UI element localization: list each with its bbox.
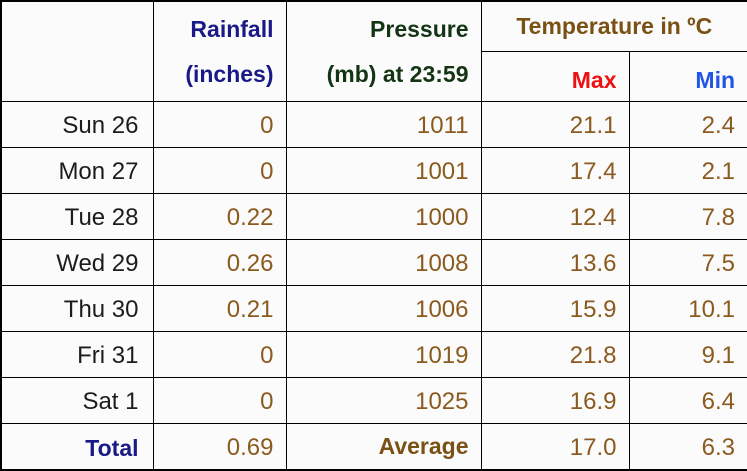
day-cell: Fri 31: [0, 331, 154, 379]
temp-max-cell: 17.4: [480, 146, 630, 194]
pressure-cell: 1006: [285, 284, 482, 333]
temp-max-average-cell: 17.0: [480, 423, 630, 471]
header-rainfall: Rainfall (inches): [152, 0, 287, 102]
pressure-cell: 1001: [285, 146, 482, 194]
temp-min-cell: 9.1: [628, 331, 747, 379]
rainfall-cell: 0.22: [152, 192, 287, 240]
table-row: Mon 27 0 1001 17.4 2.1: [0, 146, 747, 194]
temp-min-cell: 6.4: [628, 377, 747, 425]
temp-max-cell: 15.9: [480, 284, 630, 333]
temp-min-cell: 10.1: [628, 284, 747, 333]
summary-row: Total 0.69 Average 17.0 6.3: [0, 423, 747, 471]
temp-min-average-cell: 6.3: [628, 423, 747, 471]
day-cell: Tue 28: [0, 192, 154, 240]
pressure-cell: 1019: [285, 331, 482, 379]
table-row: Sun 26 0 1011 21.1 2.4: [0, 100, 747, 148]
pressure-cell: 1025: [285, 377, 482, 425]
header-rainfall-line2: (inches): [185, 61, 274, 88]
total-label: Total: [0, 423, 154, 471]
table-row: Sat 1 0 1025 16.9 6.4: [0, 377, 747, 425]
temp-min-cell: 7.5: [628, 238, 747, 287]
day-cell: Wed 29: [0, 238, 154, 287]
pressure-cell: 1011: [285, 100, 482, 148]
header-rainfall-line1: Rainfall: [190, 16, 274, 43]
rainfall-total-cell: 0.69: [152, 423, 287, 471]
rainfall-cell: 0: [152, 146, 287, 194]
corner-cell: [0, 0, 154, 102]
temp-max-cell: 21.1: [480, 100, 630, 148]
header-pressure-line1: Pressure: [370, 16, 469, 43]
header-temperature: Temperature in ºC: [480, 0, 747, 52]
temp-max-cell: 12.4: [480, 192, 630, 240]
table-row: Tue 28 0.22 1000 12.4 7.8: [0, 192, 747, 240]
pressure-cell: 1008: [285, 238, 482, 287]
temp-min-cell: 2.4: [628, 100, 747, 148]
rainfall-cell: 0: [152, 377, 287, 425]
table-row: Thu 30 0.21 1006 15.9 10.1: [0, 284, 747, 333]
temp-min-cell: 2.1: [628, 146, 747, 194]
header-pressure-line2: (mb) at 23:59: [326, 61, 469, 88]
temp-max-cell: 13.6: [480, 238, 630, 287]
temp-min-cell: 7.8: [628, 192, 747, 240]
table-row: Wed 29 0.26 1008 13.6 7.5: [0, 238, 747, 287]
rainfall-cell: 0: [152, 100, 287, 148]
day-cell: Thu 30: [0, 284, 154, 333]
day-cell: Sun 26: [0, 100, 154, 148]
rainfall-cell: 0.26: [152, 238, 287, 287]
rainfall-cell: 0.21: [152, 284, 287, 333]
header-temperature-min: Min: [628, 50, 747, 102]
pressure-cell: 1000: [285, 192, 482, 240]
temp-max-cell: 21.8: [480, 331, 630, 379]
table-row: Fri 31 0 1019 21.8 9.1: [0, 331, 747, 379]
header-temperature-max: Max: [480, 50, 630, 102]
average-label: Average: [285, 423, 482, 471]
day-cell: Mon 27: [0, 146, 154, 194]
rainfall-cell: 0: [152, 331, 287, 379]
temp-max-cell: 16.9: [480, 377, 630, 425]
header-pressure: Pressure (mb) at 23:59: [285, 0, 482, 102]
day-cell: Sat 1: [0, 377, 154, 425]
